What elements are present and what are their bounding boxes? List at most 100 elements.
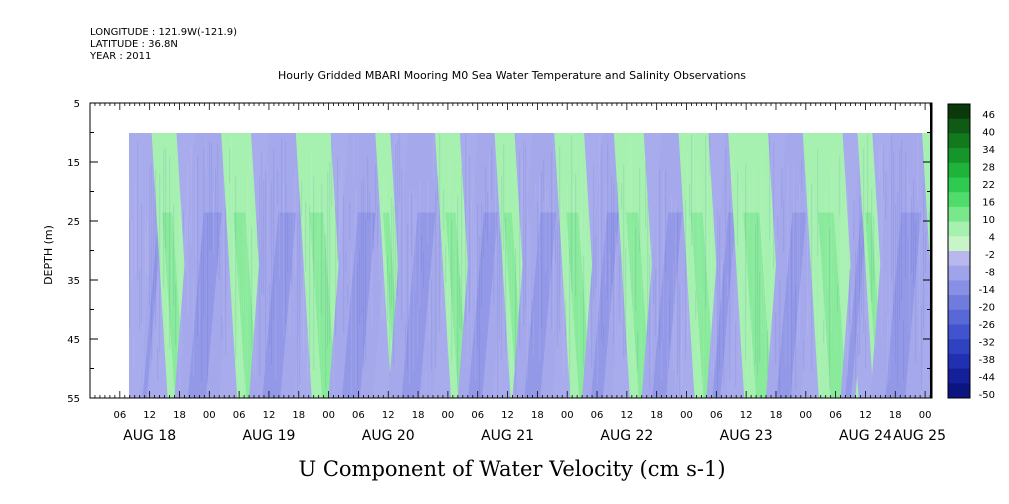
heatmap-streak bbox=[753, 163, 755, 298]
heatmap-streak bbox=[735, 322, 737, 387]
heatmap-streak bbox=[801, 157, 803, 192]
heatmap-streak bbox=[399, 133, 401, 204]
heatmap-streak bbox=[699, 176, 701, 361]
heatmap-streak bbox=[213, 192, 215, 255]
heatmap-streak bbox=[181, 203, 183, 359]
heatmap-streak bbox=[827, 224, 829, 289]
heatmap-streak bbox=[165, 147, 167, 249]
heatmap-streak bbox=[185, 213, 187, 273]
heatmap-streak bbox=[287, 212, 289, 273]
heatmap-streak bbox=[431, 278, 433, 371]
heatmap-streak bbox=[281, 137, 283, 218]
heatmap-streak bbox=[593, 166, 595, 299]
heatmap-streak bbox=[175, 283, 177, 346]
heatmap-streak bbox=[755, 224, 757, 364]
heatmap-streak bbox=[839, 156, 841, 217]
heatmap-streak bbox=[179, 198, 181, 393]
heatmap-streak bbox=[685, 200, 687, 360]
heatmap-streak bbox=[255, 278, 257, 379]
year-label: YEAR : 2011 bbox=[89, 51, 151, 62]
heatmap-streak bbox=[209, 140, 211, 250]
heatmap-streak bbox=[359, 249, 361, 326]
heatmap-streak bbox=[847, 189, 849, 378]
heatmap-streak bbox=[531, 299, 533, 337]
heatmap-streak bbox=[377, 206, 379, 247]
heatmap-streak bbox=[701, 251, 703, 317]
heatmap-streak bbox=[901, 138, 903, 300]
heatmap-streak bbox=[795, 285, 797, 390]
heatmap-streak bbox=[731, 157, 733, 262]
heatmap-streak bbox=[527, 207, 529, 381]
heatmap-band-core bbox=[743, 212, 773, 398]
heatmap-streak bbox=[627, 164, 629, 363]
heatmap-streak bbox=[851, 290, 853, 330]
heatmap-streak bbox=[169, 156, 171, 349]
heatmap-streak bbox=[547, 188, 549, 209]
heatmap-streak bbox=[923, 183, 925, 329]
heatmap-streak bbox=[435, 190, 437, 368]
colorbar-swatch bbox=[948, 368, 970, 384]
x-day-label: AUG 25 bbox=[893, 428, 946, 444]
heatmap-streak bbox=[585, 158, 587, 281]
heatmap-streak bbox=[153, 181, 155, 300]
heatmap-streak bbox=[583, 255, 585, 367]
colorbar-swatch bbox=[948, 206, 970, 223]
heatmap-streak bbox=[545, 179, 547, 272]
heatmap-streak bbox=[843, 205, 845, 360]
heatmap-streak bbox=[721, 259, 723, 307]
colorbar-swatch bbox=[948, 177, 970, 193]
heatmap-streak bbox=[635, 227, 637, 311]
heatmap-streak bbox=[897, 193, 899, 388]
heatmap-streak bbox=[351, 252, 353, 394]
heatmap-streak bbox=[671, 195, 673, 219]
heatmap-streak bbox=[315, 235, 317, 316]
heatmap-streak bbox=[529, 218, 531, 324]
x-hour-label: 18 bbox=[292, 410, 305, 421]
heatmap-streak bbox=[905, 153, 907, 278]
heatmap-streak bbox=[837, 285, 839, 312]
heatmap-streak bbox=[575, 174, 577, 297]
heatmap-streak bbox=[215, 168, 217, 214]
heatmap-streak bbox=[917, 136, 919, 204]
heatmap-streak bbox=[283, 183, 285, 338]
heatmap-streak bbox=[381, 216, 383, 320]
heatmap-streak bbox=[343, 194, 345, 334]
heatmap-streak bbox=[449, 155, 451, 347]
heatmap-streak bbox=[423, 251, 425, 288]
heatmap-streak bbox=[929, 205, 931, 381]
x-hour-label: 12 bbox=[501, 410, 514, 421]
heatmap-streak bbox=[367, 157, 369, 222]
heatmap-streak bbox=[657, 188, 659, 341]
heatmap-streak bbox=[455, 196, 457, 353]
heatmap-streak bbox=[873, 216, 875, 281]
x-hour-label: 00 bbox=[680, 410, 693, 421]
heatmap-streak bbox=[605, 179, 607, 285]
heatmap-streak bbox=[563, 218, 565, 376]
heatmap-streak bbox=[333, 311, 335, 394]
heatmap-streak bbox=[373, 213, 375, 250]
colorbar-swatch bbox=[948, 236, 970, 252]
heatmap-streak bbox=[371, 211, 373, 328]
heatmap-streak bbox=[869, 140, 871, 168]
heatmap-streak bbox=[689, 184, 691, 217]
heatmap-streak bbox=[587, 268, 589, 341]
heatmap-streak bbox=[237, 333, 239, 376]
x-hour-label: 18 bbox=[412, 410, 425, 421]
heatmap-streak bbox=[895, 203, 897, 363]
heatmap-streak bbox=[759, 272, 761, 362]
heatmap-streak bbox=[197, 154, 199, 337]
heatmap-streak bbox=[727, 274, 729, 297]
heatmap-streak bbox=[361, 181, 363, 315]
heatmap-streak bbox=[599, 135, 601, 323]
heatmap-streak bbox=[137, 142, 139, 281]
heatmap-streak bbox=[499, 230, 501, 341]
heatmap-streak bbox=[269, 283, 271, 346]
heatmap-streak bbox=[825, 187, 827, 352]
chart-title: Hourly Gridded MBARI Mooring M0 Sea Wate… bbox=[278, 69, 746, 82]
colorbar-frame bbox=[947, 103, 971, 399]
heatmap-streak bbox=[815, 282, 817, 337]
heatmap-streak bbox=[133, 335, 135, 370]
y-tick-label: 55 bbox=[67, 394, 80, 405]
heatmap-streak bbox=[633, 221, 635, 364]
heatmap-streak bbox=[441, 248, 443, 310]
